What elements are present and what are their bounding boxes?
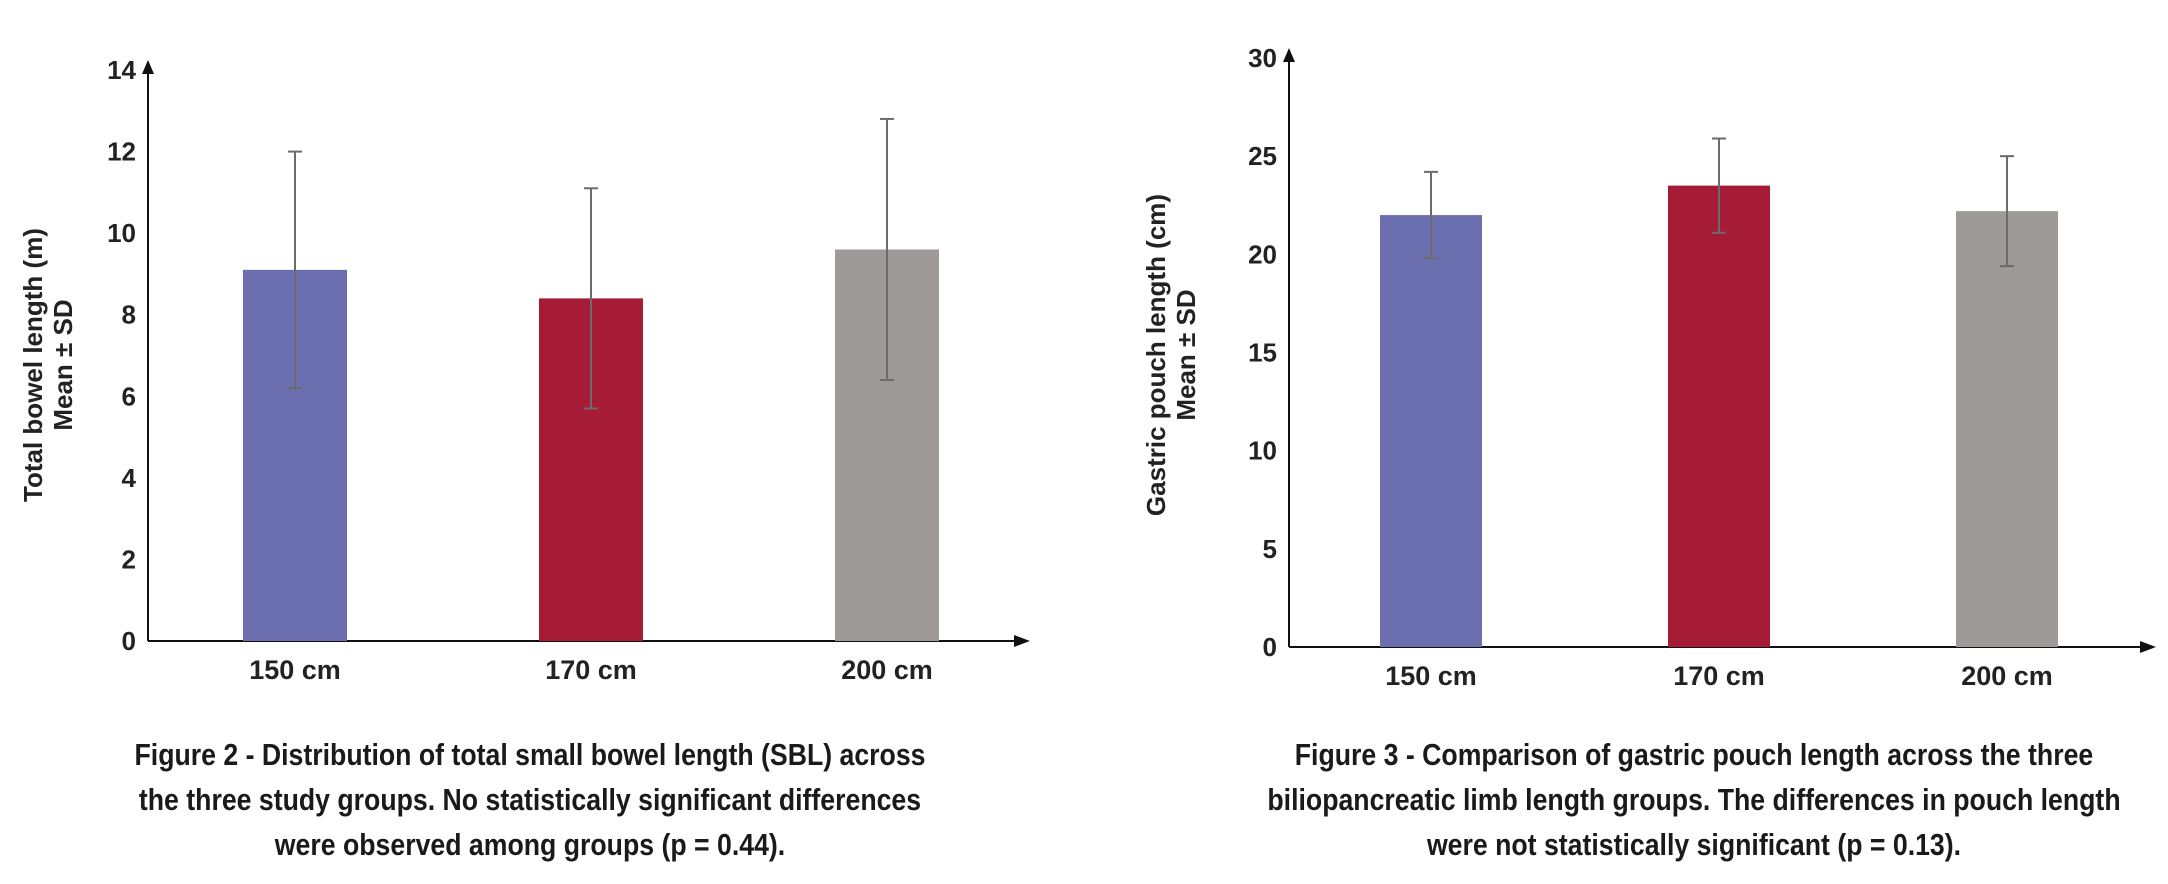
figure-2-caption-line-2: the three study groups. No statistically…: [138, 782, 922, 817]
y-tick-label: 20: [1248, 239, 1277, 269]
figure-2-panel: 0 2 4 6 8 10 12 14 150 cm 170 cm 200 cm Total bowel…: [18, 55, 1030, 867]
x-category-label: 200 cm: [1961, 661, 2053, 691]
bar: [1668, 185, 1770, 647]
y-tick-label: 12: [107, 137, 136, 167]
y-axis-arrow-icon: [1283, 48, 1295, 62]
y-tick-label: 25: [1248, 141, 1277, 171]
y-axis-arrow-icon: [142, 60, 154, 74]
y-tick-label: 15: [1248, 338, 1277, 368]
figure-3-caption-line-1: Figure 3 - Comparison of gastric pouch l…: [1294, 737, 2094, 772]
figure-3-panel: 0 5 10 15 20 25 30 150 cm 170 cm 200 cm Gastric po…: [1084, 0, 2168, 884]
y-tick-label: 30: [1248, 43, 1277, 73]
x-category-label: 170 cm: [1673, 661, 1765, 691]
y-tick-label: 0: [1263, 632, 1277, 662]
figure-2-caption: Figure 2 - Distribution of total small b…: [40, 732, 1020, 867]
y-tick-label: 6: [122, 381, 136, 411]
y-tick-label: 4: [122, 463, 137, 493]
figure-3-caption-line-2: biliopancreatic limb length groups. The …: [1267, 782, 2121, 817]
y-tick-label: 10: [1248, 436, 1277, 466]
figure-3-bar-chart: 0 5 10 15 20 25 30 150 cm 170 cm 200 cm Gastric po…: [1141, 43, 2156, 691]
bar: [1956, 211, 2058, 647]
x-category-label: 200 cm: [841, 655, 933, 685]
figure-3-caption: Figure 3 - Comparison of gastric pouch l…: [1195, 732, 2168, 867]
x-axis-arrow-icon: [1014, 635, 1030, 647]
y-axis-label-line-2: Mean ± SD: [1171, 289, 1201, 420]
x-category-label: 150 cm: [1385, 661, 1477, 691]
y-tick-label: 10: [107, 218, 136, 248]
x-axis-arrow-icon: [2140, 641, 2156, 653]
y-tick-label: 0: [122, 626, 136, 656]
y-axis-label: Total bowel length (m) Mean ± SD: [18, 228, 78, 502]
bar: [1380, 215, 1482, 648]
y-axis-label: Gastric pouch length (cm) Mean ± SD: [1141, 194, 1201, 516]
figure-2-caption-line-1: Figure 2 - Distribution of total small b…: [134, 737, 926, 772]
x-category-label: 150 cm: [249, 655, 341, 685]
y-axis-label-line-1: Total bowel length (m): [18, 228, 48, 502]
y-tick-label: 5: [1263, 534, 1277, 564]
y-axis-label-line-2: Mean ± SD: [48, 299, 78, 430]
y-tick-label: 14: [107, 55, 136, 85]
figure-2-bar-chart: 0 2 4 6 8 10 12 14 150 cm 170 cm 200 cm Total bowel…: [18, 55, 1030, 685]
x-category-label: 170 cm: [545, 655, 637, 685]
y-tick-label: 2: [122, 544, 136, 574]
figure-2-caption-line-3: were observed among groups (p = 0.44).: [274, 827, 786, 862]
y-axis-label-line-1: Gastric pouch length (cm): [1141, 194, 1171, 516]
figure-3-caption-line-3: were not statistically significant (p = …: [1426, 827, 1962, 862]
y-tick-label: 8: [122, 300, 136, 330]
